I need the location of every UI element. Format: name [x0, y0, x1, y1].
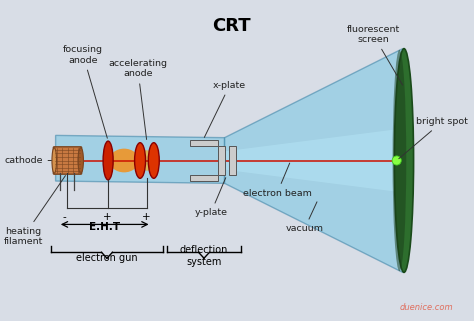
- Text: CRT: CRT: [212, 17, 251, 35]
- Text: x-plate: x-plate: [204, 81, 246, 137]
- Bar: [229, 146, 236, 175]
- Polygon shape: [225, 49, 402, 272]
- Ellipse shape: [392, 50, 406, 271]
- Ellipse shape: [52, 148, 56, 173]
- Bar: [218, 146, 225, 175]
- Ellipse shape: [141, 150, 153, 171]
- Ellipse shape: [78, 148, 83, 173]
- Text: electron gun: electron gun: [76, 253, 137, 263]
- Ellipse shape: [109, 149, 139, 172]
- Bar: [190, 175, 218, 181]
- Text: +: +: [103, 212, 111, 221]
- Text: -: -: [63, 212, 67, 221]
- Text: +: +: [142, 212, 150, 221]
- Text: heating
filament: heating filament: [4, 176, 65, 246]
- Ellipse shape: [135, 143, 146, 178]
- Text: fluorescent
screen: fluorescent screen: [346, 25, 402, 85]
- Text: vacuum: vacuum: [285, 202, 323, 233]
- Bar: [190, 140, 218, 146]
- Text: deflection
system: deflection system: [180, 245, 228, 267]
- Text: y-plate: y-plate: [194, 178, 228, 217]
- Text: duenice.com: duenice.com: [399, 303, 453, 312]
- Circle shape: [392, 156, 401, 165]
- Ellipse shape: [103, 141, 113, 180]
- Text: electron beam: electron beam: [243, 163, 311, 198]
- Text: bright spot: bright spot: [399, 117, 468, 159]
- Ellipse shape: [148, 143, 159, 178]
- Text: accelerating
anode: accelerating anode: [108, 59, 167, 140]
- Polygon shape: [225, 128, 402, 193]
- Text: cathode: cathode: [4, 156, 52, 165]
- Polygon shape: [55, 135, 225, 183]
- Text: E.H.T: E.H.T: [89, 222, 120, 232]
- FancyBboxPatch shape: [54, 147, 82, 174]
- Ellipse shape: [394, 49, 414, 272]
- Text: focusing
anode: focusing anode: [63, 45, 107, 138]
